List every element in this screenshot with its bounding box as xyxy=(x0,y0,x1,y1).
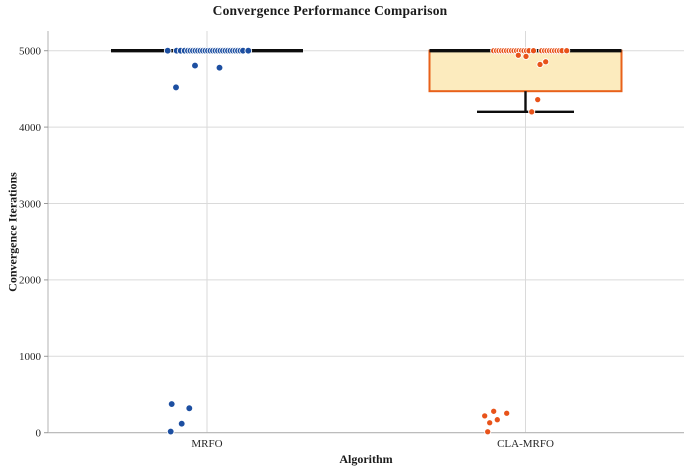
data-point-CLA-MRFO xyxy=(534,96,542,104)
data-point-CLA-MRFO xyxy=(536,60,544,69)
y-tick-label: 2000 xyxy=(19,275,42,287)
data-point-CLA-MRFO xyxy=(563,47,571,55)
data-point-CLA-MRFO xyxy=(503,409,511,417)
y-tick-label: 5000 xyxy=(19,46,42,58)
data-point-MRFO xyxy=(185,404,194,413)
data-point-MRFO xyxy=(177,419,186,428)
data-point-CLA-MRFO xyxy=(484,428,492,436)
y-tick-label: 0 xyxy=(36,428,42,440)
data-point-CLA-MRFO xyxy=(522,52,530,60)
data-point-MRFO xyxy=(167,400,176,408)
data-point-CLA-MRFO xyxy=(486,419,494,427)
data-point-MRFO xyxy=(166,427,175,436)
data-point-CLA-MRFO xyxy=(514,51,522,59)
data-point-MRFO xyxy=(191,61,199,70)
y-tick-label: 1000 xyxy=(19,351,42,363)
x-category-label: CLA-MRFO xyxy=(497,438,554,450)
data-point-CLA-MRFO xyxy=(481,412,489,420)
data-point-MRFO xyxy=(163,46,172,55)
data-point-MRFO xyxy=(244,46,253,55)
data-point-CLA-MRFO xyxy=(493,416,501,424)
data-point-CLA-MRFO xyxy=(529,47,538,55)
chart-title: Convergence Performance Comparison xyxy=(212,3,448,18)
y-tick-label: 3000 xyxy=(19,198,42,210)
data-point-MRFO xyxy=(215,63,224,72)
data-point-CLA-MRFO xyxy=(490,407,498,415)
y-tick-label: 4000 xyxy=(19,122,42,134)
x-category-label: MRFO xyxy=(191,438,222,450)
data-point-MRFO xyxy=(172,83,180,92)
x-axis-label: Algorithm xyxy=(339,452,393,466)
data-point-CLA-MRFO xyxy=(542,58,550,66)
data-point-CLA-MRFO xyxy=(528,108,536,116)
